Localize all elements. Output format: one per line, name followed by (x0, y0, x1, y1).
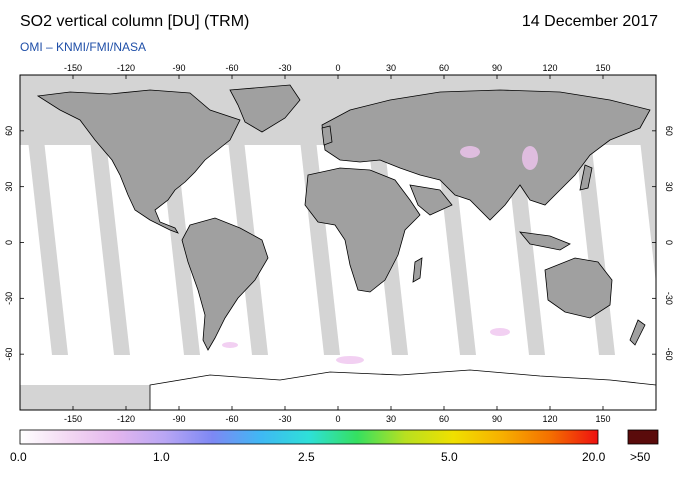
new-zealand (629, 319, 646, 346)
british-isles (321, 125, 333, 146)
lon-tick-label: -150 (64, 414, 82, 424)
australia (544, 257, 613, 319)
africa (304, 167, 421, 293)
orbit-gap-swath (28, 140, 68, 355)
lat-tick-label: -30 (664, 292, 674, 305)
lon-tick-label: 120 (542, 63, 557, 73)
so2-signal (222, 146, 538, 364)
lon-tick-label: 60 (439, 414, 449, 424)
lon-tick-label: 0 (335, 63, 340, 73)
map-title: SO2 vertical column [DU] (TRM) (20, 13, 250, 30)
lat-tick-label: -60 (664, 348, 674, 361)
greenland (229, 84, 301, 133)
lat-tick-label: 0 (4, 240, 14, 245)
lon-tick-label: -120 (117, 414, 135, 424)
antarctica (149, 369, 656, 410)
lon-tick-label: 30 (386, 414, 396, 424)
lat-tick-label: -60 (4, 348, 14, 361)
lon-tick-label: 120 (542, 414, 557, 424)
lon-tick-label: 0 (335, 414, 340, 424)
eurasia (321, 89, 651, 221)
lat-tick-label: 0 (664, 240, 674, 245)
lat-tick-label: 60 (4, 126, 14, 136)
lon-tick-label: 90 (492, 63, 502, 73)
japan (579, 164, 593, 191)
orbit-gap-swath (436, 140, 476, 355)
lon-tick-label: -30 (278, 63, 291, 73)
lon-tick-label: -60 (225, 414, 238, 424)
lat-tick-label: 60 (664, 126, 674, 136)
lat-tick-label: -30 (4, 292, 14, 305)
colorbar-overflow-label: >50 (630, 450, 651, 464)
colorbar-label-1: 1.0 (153, 450, 170, 464)
north-america (36, 89, 241, 234)
lon-tick-label: -150 (64, 63, 82, 73)
orbit-gap-swath (90, 140, 130, 355)
colorbar-label-3: 5.0 (441, 450, 458, 464)
lon-tick-label: 90 (492, 414, 502, 424)
colorbar-label-0: 0.0 (10, 450, 27, 464)
indonesia (519, 231, 571, 251)
lon-tick-label: 150 (595, 63, 610, 73)
lat-tick-label: 30 (664, 182, 674, 192)
lat-tick-label: 30 (4, 182, 14, 192)
colorbar-label-2: 2.5 (298, 450, 315, 464)
map-date: 14 December 2017 (521, 13, 658, 30)
lon-tick-label: 60 (439, 63, 449, 73)
lon-tick-label: 30 (386, 63, 396, 73)
colorbar-overflow-swatch (627, 429, 659, 445)
south-america (181, 217, 269, 351)
lon-tick-label: -60 (225, 63, 238, 73)
colorbar (19, 429, 599, 445)
orbit-gap-swath (640, 140, 656, 284)
lon-tick-label: 150 (595, 414, 610, 424)
orbit-gap-swath (505, 140, 545, 355)
lon-tick-label: -30 (278, 414, 291, 424)
madagascar (412, 257, 423, 283)
continents (36, 84, 656, 410)
lon-tick-label: -120 (117, 63, 135, 73)
axis-ticks: -150 -150 -120 -120 -90 -90 -60 -60 -30 -30 0 0 30 30… (4, 63, 674, 424)
arabia (409, 184, 453, 216)
lon-tick-label: -90 (172, 414, 185, 424)
lon-tick-label: -90 (172, 63, 185, 73)
colorbar-label-4: 20.0 (582, 450, 606, 464)
data-credit: OMI – KNMI/FMI/NASA (20, 40, 147, 54)
